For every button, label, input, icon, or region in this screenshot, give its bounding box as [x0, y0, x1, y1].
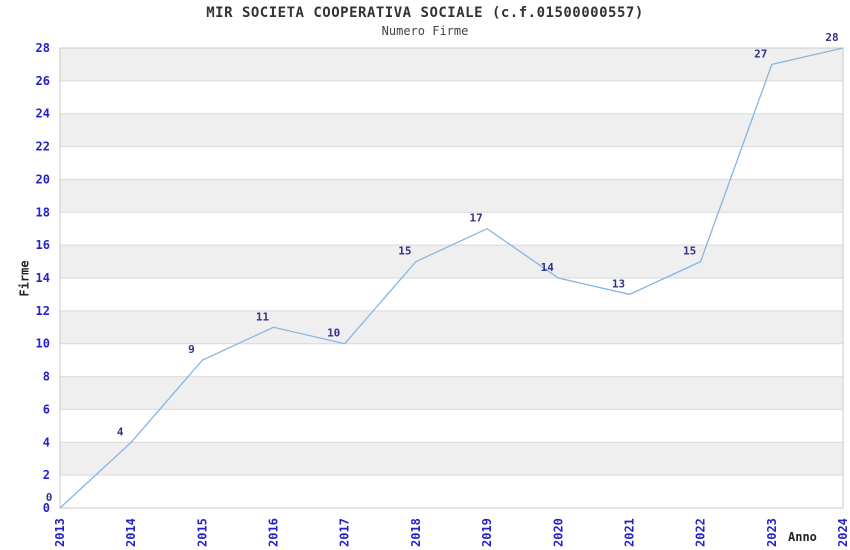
y-tick-label: 10 — [36, 337, 50, 351]
point-label: 9 — [188, 343, 195, 356]
y-tick-label: 0 — [43, 501, 50, 515]
x-tick-label: 2022 — [694, 518, 708, 547]
x-tick-label: 2018 — [409, 518, 423, 547]
x-tick-label: 2014 — [124, 518, 138, 547]
x-tick-label: 2020 — [551, 518, 565, 547]
point-label: 28 — [825, 31, 838, 44]
plot-band — [60, 245, 843, 278]
y-tick-label: 26 — [36, 74, 50, 88]
y-tick-label: 22 — [36, 140, 50, 154]
chart-title: MIR SOCIETA COOPERATIVA SOCIALE (c.f.015… — [206, 5, 644, 21]
series-line — [59, 47, 844, 509]
point-label: 14 — [541, 261, 555, 274]
y-tick-label: 4 — [43, 435, 50, 449]
y-tick-label: 16 — [36, 238, 50, 252]
point-label: 15 — [683, 245, 696, 258]
x-tick-label: 2016 — [267, 518, 281, 547]
plot-band — [60, 310, 843, 344]
point-label: 17 — [469, 212, 482, 225]
plot-band — [60, 113, 843, 147]
y-tick-label: 12 — [36, 304, 50, 318]
y-tick-label: 6 — [43, 402, 50, 416]
chart-subtitle: Numero Firme — [381, 24, 469, 38]
x-tick-label: 2019 — [480, 518, 494, 547]
y-tick-label: 28 — [36, 41, 50, 55]
point-label: 4 — [117, 425, 124, 438]
point-label: 0 — [46, 491, 53, 504]
y-tick-label: 8 — [43, 370, 50, 384]
plot-border — [59, 47, 844, 509]
plot-band — [60, 48, 843, 81]
y-tick-label: 2 — [43, 468, 50, 482]
plot-band — [60, 376, 843, 410]
point-label: 27 — [754, 47, 767, 60]
point-label: 10 — [327, 327, 340, 340]
x-axis-label: Anno — [788, 530, 817, 544]
x-tick-label: 2015 — [195, 518, 209, 547]
x-tick-label: 2021 — [623, 518, 637, 547]
x-tick-label: 2024 — [836, 518, 850, 547]
point-label: 11 — [256, 310, 270, 323]
plot-band — [60, 179, 843, 213]
plot-band — [60, 442, 843, 476]
x-tick-label: 2017 — [338, 518, 352, 547]
y-tick-label: 14 — [36, 271, 50, 285]
point-label: 15 — [398, 245, 411, 258]
y-tick-label: 24 — [36, 107, 50, 121]
x-tick-label: 2023 — [765, 518, 779, 547]
y-tick-label: 20 — [36, 172, 50, 186]
x-tick-label: 2013 — [53, 518, 67, 547]
y-tick-label: 18 — [36, 205, 50, 219]
point-label: 13 — [612, 277, 625, 290]
